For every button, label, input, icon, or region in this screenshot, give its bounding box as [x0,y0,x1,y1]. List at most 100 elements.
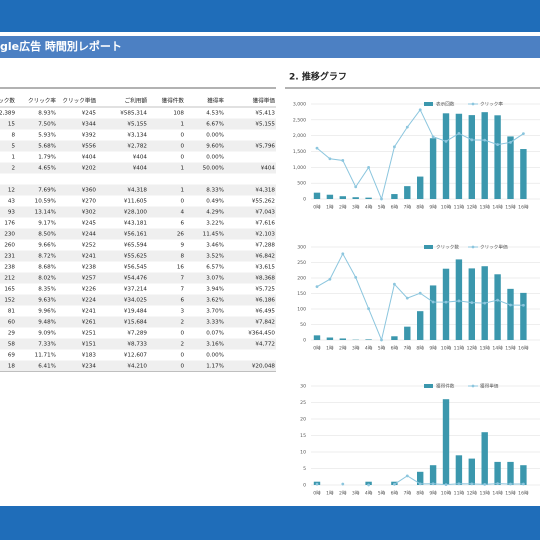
table-cell: ¥56,161 [124,232,148,238]
bar [494,461,501,485]
x-tick-label: 5時 [378,346,386,352]
x-tick-label: 7時 [404,205,412,211]
line-marker [405,296,409,300]
y-tick-label: 2,000 [293,133,306,139]
line-marker [341,252,345,256]
x-tick-label: 4時 [365,205,373,211]
line-marker [509,482,512,486]
bar [429,465,437,485]
line-marker [522,303,525,307]
x-tick-label: 7時 [404,346,412,352]
table-cell: 0 [180,155,184,161]
table-cell: ¥245 [82,221,97,227]
bar [326,337,334,340]
table-cell: 0 [180,133,184,139]
table-cell: ¥15,684 [124,320,148,326]
y-tick-label: 100 [297,307,306,313]
column-header: クリック単価 [62,97,96,105]
bar [442,113,450,199]
table-cell: ¥238 [82,265,97,271]
table-cell: 238 [4,265,15,271]
bar [468,458,475,485]
row-stripe [0,272,276,284]
table-cell: ¥65,594 [124,243,148,249]
line-marker [354,185,358,189]
table-cell: 3.33% [206,320,224,326]
legend-swatch [424,384,433,388]
column-header: 獲得単価 [253,97,276,105]
table-cell: ¥364,450 [248,331,275,337]
table-cell: ¥5,796 [255,144,275,150]
x-tick-label: 3時 [352,491,360,497]
table-cell: 0 [180,331,184,337]
line-marker [470,138,474,142]
table-cell: 231 [4,254,15,260]
table-cell: 3.07% [206,276,224,282]
bar [417,471,424,485]
table-cell: ¥226 [82,287,97,293]
bar [442,399,450,485]
table-cell: 8.33% [206,188,224,194]
line-marker [496,298,499,302]
table-cell: ¥404 [261,166,276,172]
table-cell: 0.00% [206,133,224,139]
x-tick-label: 12時 [467,205,478,211]
table-cell: ¥302 [82,210,96,216]
table-cell: 4.65% [38,166,56,172]
bar [494,115,501,199]
x-tick-label: 9時 [429,491,437,497]
line-marker [315,285,319,289]
table-cell: ¥5,725 [255,287,275,293]
legend-label: 表示回数 [436,101,455,108]
table-cell: ¥4,318 [127,188,147,194]
x-tick-label: 2時 [339,491,347,497]
table-cell: 1.17% [206,364,224,370]
line-marker [367,307,370,311]
line-marker [431,300,435,304]
table-cell: 1.79% [38,155,56,161]
x-tick-label: 1時 [326,205,334,211]
table-cell: ¥7,043 [255,210,275,216]
line-marker [315,146,319,150]
row-stripe [0,184,276,196]
table-cell: 0.07% [206,331,224,337]
table-cell: 5.93% [38,133,56,139]
table-cell: 0.49% [206,199,224,205]
table-cell: 7.50% [38,122,56,128]
legend-label: クリック率 [480,101,503,108]
x-tick-label: 12時 [467,491,478,497]
table-cell: 0.00% [206,353,224,359]
legend-label: クリック単価 [480,244,508,251]
legend-marker [471,245,475,249]
table-cell: 3.22% [206,221,224,227]
table-cell: 1 [11,155,15,161]
y-tick-label: 0 [303,338,306,344]
x-tick-label: 13時 [479,205,490,211]
x-tick-label: 3時 [352,205,360,211]
row-stripe [0,250,276,262]
y-tick-label: 25 [300,400,306,406]
table-cell: 2,389 [0,111,15,117]
table-cell: ¥8,368 [255,276,275,282]
x-tick-label: 13時 [479,491,490,497]
x-tick-label: 0時 [313,491,321,497]
table-cell: 0 [180,364,184,370]
bar [429,285,437,340]
bar [507,136,514,199]
table-cell: 4.29% [206,210,224,216]
x-tick-label: 16時 [518,205,529,211]
line-marker [431,135,435,139]
table-cell: 43 [8,199,16,205]
y-tick-label: 30 [300,384,306,390]
y-tick-label: 0 [303,483,306,489]
table-cell: 8.02% [38,276,56,282]
line-marker [405,474,409,478]
y-tick-label: 50 [300,322,306,328]
table-cell: 212 [4,276,15,282]
bar [404,186,411,199]
table-cell: 0.00% [206,155,224,161]
line-marker [470,482,474,486]
line-marker [367,483,370,487]
legend-swatch [424,102,433,106]
